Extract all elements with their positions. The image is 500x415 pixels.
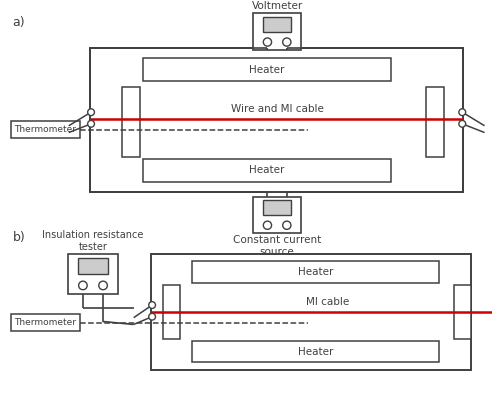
Bar <box>151 254 471 370</box>
Bar <box>144 58 390 81</box>
Circle shape <box>282 221 291 229</box>
Circle shape <box>78 281 87 290</box>
Bar <box>68 254 118 294</box>
Circle shape <box>264 221 272 229</box>
Bar <box>263 17 291 32</box>
Text: Constant current
source: Constant current source <box>233 235 322 257</box>
Bar <box>263 200 291 215</box>
Text: Insulation resistance
tester: Insulation resistance tester <box>42 230 143 252</box>
Circle shape <box>148 302 156 308</box>
Circle shape <box>148 313 156 320</box>
Circle shape <box>99 281 108 290</box>
Bar <box>426 87 444 157</box>
Bar <box>78 258 108 274</box>
Bar <box>454 285 471 339</box>
Text: Heater: Heater <box>250 165 284 176</box>
Bar <box>10 314 80 331</box>
Circle shape <box>459 109 466 116</box>
Bar <box>253 13 302 50</box>
Circle shape <box>282 38 291 46</box>
Text: Thermometer: Thermometer <box>14 318 76 327</box>
Circle shape <box>264 38 272 46</box>
Bar <box>163 285 180 339</box>
Text: Heater: Heater <box>298 267 333 277</box>
Bar <box>144 159 390 182</box>
Bar <box>253 197 302 233</box>
Circle shape <box>88 120 94 127</box>
Text: b): b) <box>12 232 26 244</box>
Text: Voltmeter: Voltmeter <box>252 1 303 11</box>
Bar <box>192 261 439 283</box>
Circle shape <box>88 109 94 116</box>
Text: MI cable: MI cable <box>306 297 349 307</box>
Bar <box>10 121 80 138</box>
Circle shape <box>459 120 466 127</box>
Text: Wire and MI cable: Wire and MI cable <box>230 104 324 114</box>
Bar <box>90 48 463 192</box>
Text: Heater: Heater <box>298 347 333 356</box>
Text: Thermometer: Thermometer <box>14 125 76 134</box>
Text: Heater: Heater <box>250 65 284 75</box>
Text: a): a) <box>12 16 25 29</box>
Bar <box>192 341 439 362</box>
Bar <box>122 87 140 157</box>
